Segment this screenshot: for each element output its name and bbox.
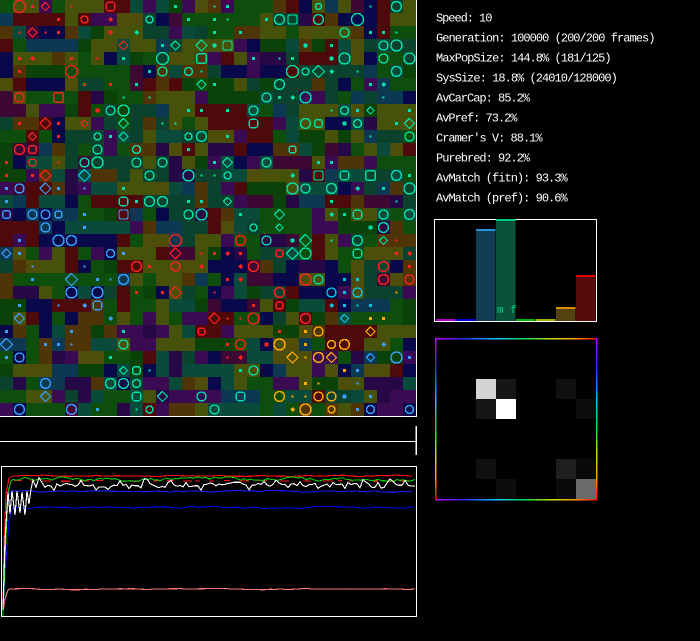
svg-text:MaxPopSize: 144.8% (181/125): MaxPopSize: 144.8% (181/125): [436, 52, 612, 66]
svg-text:Cramer's V: 88.1%: Cramer's V: 88.1%: [436, 132, 543, 146]
svg-text:SysSize: 18.8% (24010/128000): SysSize: 18.8% (24010/128000): [436, 72, 618, 86]
svg-text:Speed: 10: Speed: 10: [436, 12, 492, 26]
svg-text:Purebred: 92.2%: Purebred: 92.2%: [436, 152, 531, 166]
svg-text:AvMatch (fitn): 93.3%: AvMatch (fitn): 93.3%: [436, 172, 568, 186]
svg-text:AvCarCap: 85.2%: AvCarCap: 85.2%: [436, 92, 531, 106]
svg-text:AvMatch (pref): 90.6%: AvMatch (pref): 90.6%: [436, 192, 568, 206]
svg-text:Generation: 100000 (200/200 fr: Generation: 100000 (200/200 frames): [436, 32, 655, 46]
svg-text:m f: m f: [497, 305, 517, 317]
svg-text:AvPref: 73.2%: AvPref: 73.2%: [436, 112, 518, 126]
